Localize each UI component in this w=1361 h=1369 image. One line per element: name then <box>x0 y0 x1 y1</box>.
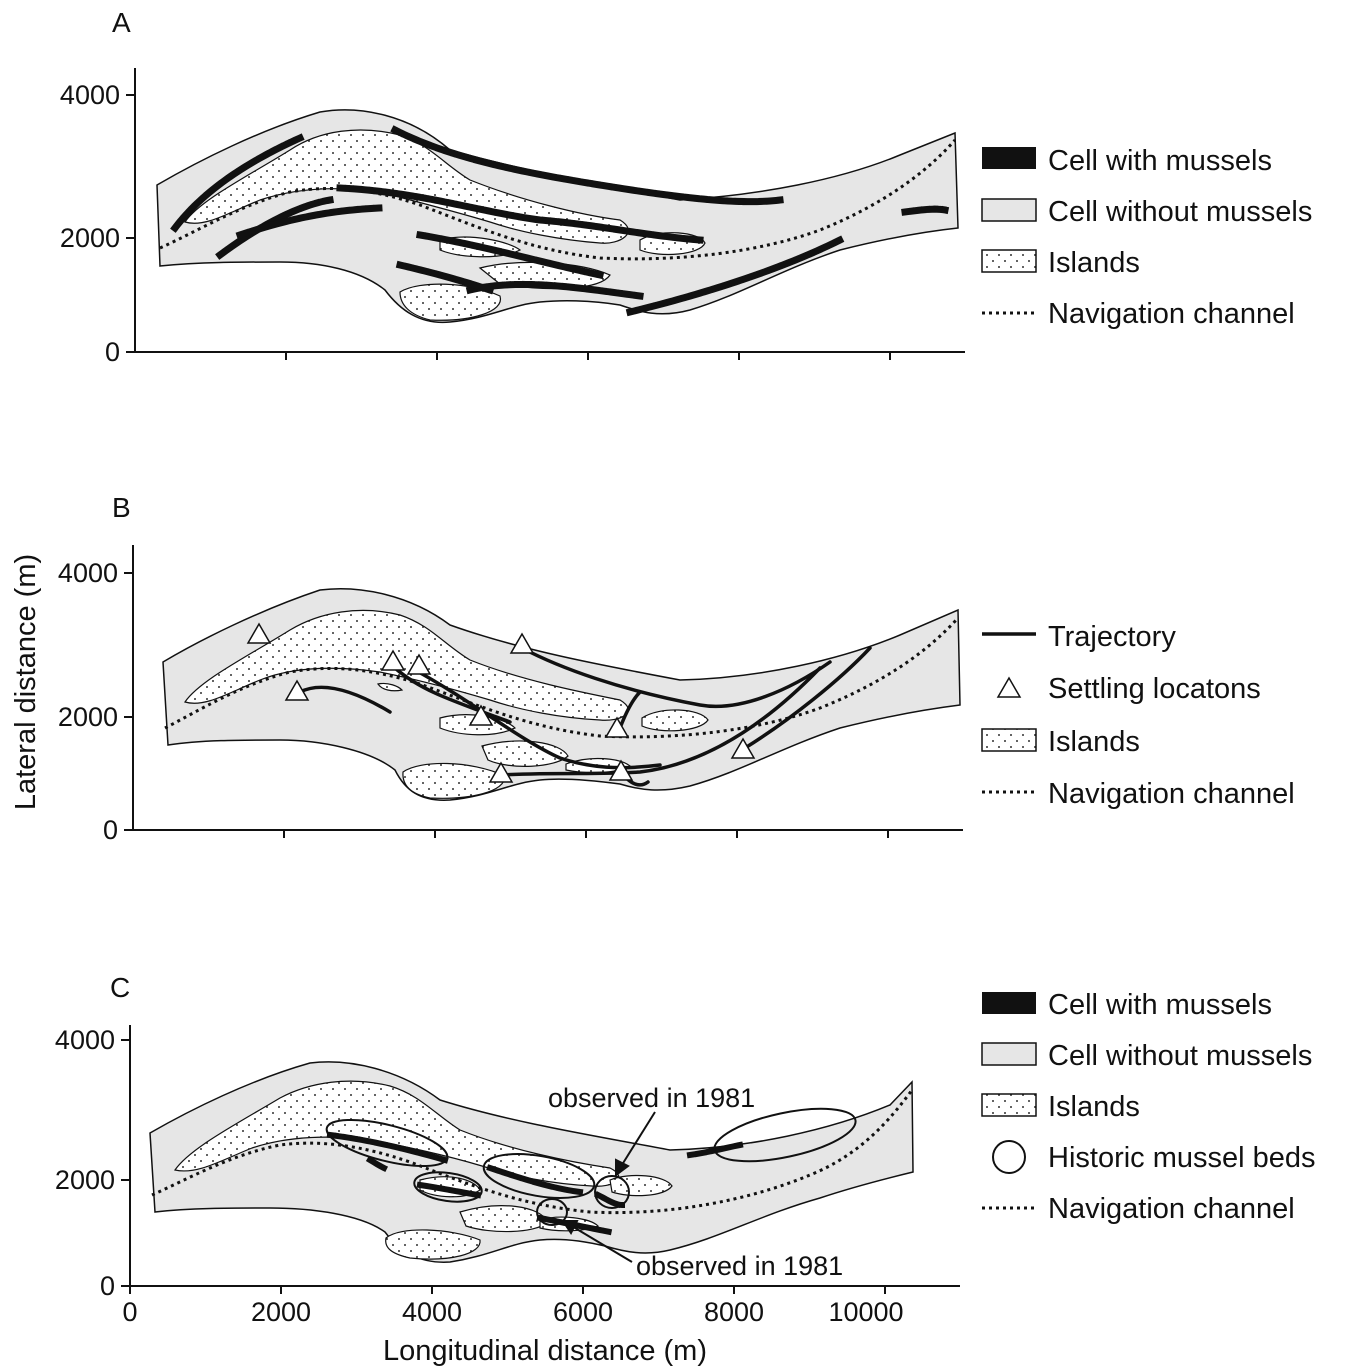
island <box>385 1229 481 1260</box>
x-tick-label: 4000 <box>402 1297 462 1327</box>
legend-swatch-mussels <box>982 992 1036 1014</box>
x-tick-label: 0 <box>122 1297 137 1327</box>
x-tick-label: 10000 <box>828 1297 903 1327</box>
legend-label: Trajectory <box>1048 621 1176 653</box>
legend: Cell with mussels Cell without mussels I… <box>981 145 1312 330</box>
annotation-observed-1981: observed in 1981 <box>636 1251 843 1281</box>
island <box>641 709 709 732</box>
navigation-channel <box>164 616 960 739</box>
x-ticks <box>285 352 891 360</box>
y-tick-label: 0 <box>100 1271 115 1301</box>
settling-locations <box>246 622 756 783</box>
legend: Trajectory Settling locatons Islands Nav… <box>981 621 1295 810</box>
x-tick-label: 8000 <box>704 1297 764 1327</box>
legend-swatch-islands <box>981 1093 1037 1117</box>
legend-label: Settling locatons <box>1048 673 1261 705</box>
panel-label: B <box>112 492 131 523</box>
y-tick-label: 2000 <box>60 223 120 253</box>
mussel-cells <box>170 125 950 317</box>
x-ticks <box>129 1286 886 1294</box>
legend-swatch-islands <box>981 249 1037 273</box>
y-ticks <box>121 1039 130 1287</box>
legend-label: Navigation channel <box>1048 1193 1295 1225</box>
panel-b: B 4000 2000 0 <box>10 492 1295 845</box>
annotation-arrows <box>561 1111 656 1263</box>
y-tick-label: 2000 <box>55 1165 115 1195</box>
legend-label: Islands <box>1048 726 1140 758</box>
x-tick-label: 2000 <box>251 1297 311 1327</box>
legend-label: Cell with mussels <box>1048 989 1272 1021</box>
y-tick-label: 2000 <box>58 702 118 732</box>
legend-swatch-triangle <box>996 676 1022 698</box>
annotation-observed-1981: observed in 1981 <box>548 1083 755 1113</box>
legend-swatch-historic-beds <box>992 1140 1026 1174</box>
x-axis-title: Longitudinal distance (m) <box>383 1335 707 1367</box>
island <box>377 682 404 692</box>
island <box>399 283 501 321</box>
panel-a: A 4000 2000 0 <box>60 7 1312 367</box>
trajectories <box>298 646 872 787</box>
legend-label: Navigation channel <box>1048 298 1295 330</box>
legend-swatch-no-mussels <box>981 1042 1037 1066</box>
y-axis-title: Lateral distance (m) <box>10 554 42 810</box>
y-tick-label: 4000 <box>55 1025 115 1055</box>
y-tick-label: 4000 <box>60 80 120 110</box>
legend-label: Islands <box>1048 247 1140 279</box>
island <box>481 740 569 767</box>
mussel-cells <box>326 1131 744 1236</box>
panel-c: C 4000 2000 0 0 2000 4000 6000 8000 1000… <box>55 972 1316 1367</box>
x-ticks <box>283 830 889 838</box>
panel-label: C <box>110 972 130 1003</box>
legend-label: Islands <box>1048 1091 1140 1123</box>
legend-label: Historic mussel beds <box>1048 1142 1316 1174</box>
panel-label: A <box>112 7 131 38</box>
x-tick-label: 6000 <box>553 1297 613 1327</box>
legend: Cell with mussels Cell without mussels I… <box>981 989 1316 1225</box>
y-tick-label: 4000 <box>58 558 118 588</box>
legend-label: Cell with mussels <box>1048 145 1272 177</box>
y-ticks <box>124 572 133 831</box>
legend-swatch-mussels <box>982 147 1036 169</box>
navigation-channel <box>159 139 957 261</box>
legend-label: Cell without mussels <box>1048 1040 1312 1072</box>
legend-swatch-no-mussels <box>981 198 1037 222</box>
y-ticks <box>126 94 135 353</box>
island <box>402 762 506 799</box>
legend-swatch-islands <box>981 728 1037 752</box>
island <box>609 1174 673 1197</box>
y-tick-label: 0 <box>103 815 118 845</box>
historic-mussel-beds <box>325 1107 857 1226</box>
y-tick-label: 0 <box>105 337 120 367</box>
navigation-channel <box>151 1089 914 1215</box>
legend-label: Cell without mussels <box>1048 196 1312 228</box>
legend-label: Navigation channel <box>1048 778 1295 810</box>
